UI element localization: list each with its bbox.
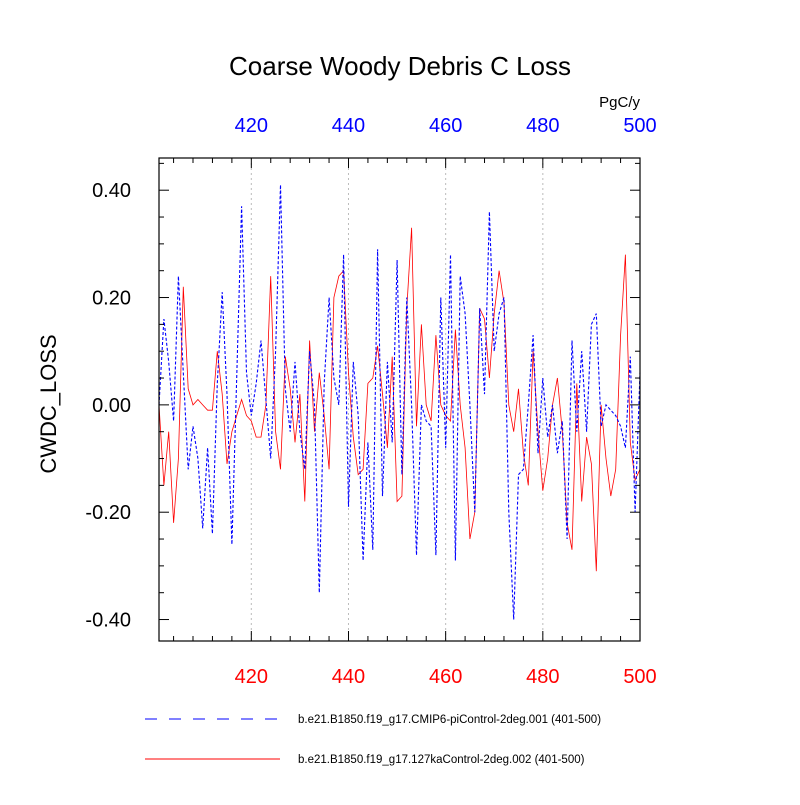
y-tick-label: 0.00 [92, 395, 131, 417]
y-tick-label: 0.20 [92, 288, 131, 310]
y-tick-label: -0.20 [85, 502, 131, 524]
legend-label-1: b.e21.B1850.f19_g17.CMIP6-piControl-2deg… [298, 714, 601, 726]
x-tick-label-bottom: 460 [429, 666, 462, 688]
x-tick-label-top: 420 [235, 115, 268, 137]
x-tick-label-top: 500 [623, 115, 656, 137]
x-tick-label-bottom: 440 [332, 666, 365, 688]
x-tick-label-bottom: 420 [235, 666, 268, 688]
axis-ticks: 420 420 440 440 460 460 480 480 500 500 0.40 0.20 0.… [85, 115, 656, 688]
units-label: PgC/y [599, 94, 640, 111]
y-axis-label: CWDC_LOSS [36, 334, 61, 473]
x-tick-label-top: 480 [526, 115, 559, 137]
legend-label-2: b.e21.B1850.f19_g17.127kaControl-2deg.00… [298, 754, 585, 766]
y-tick-label: 0.40 [92, 180, 131, 202]
chart-title: Coarse Woody Debris C Loss [229, 51, 571, 81]
y-tick-label: -0.40 [85, 610, 131, 632]
series-layer [158, 184, 641, 620]
gridlines [250, 158, 544, 641]
x-tick-label-top: 440 [332, 115, 365, 137]
series-line-picontrol [158, 184, 641, 620]
x-tick-label-top: 460 [429, 115, 462, 137]
x-tick-label-bottom: 500 [623, 666, 656, 688]
legend: b.e21.B1850.f19_g17.CMIP6-piControl-2deg… [145, 714, 601, 766]
plot-frame [158, 157, 641, 642]
x-tick-label-bottom: 480 [526, 666, 559, 688]
series-line-127ka [158, 227, 641, 572]
